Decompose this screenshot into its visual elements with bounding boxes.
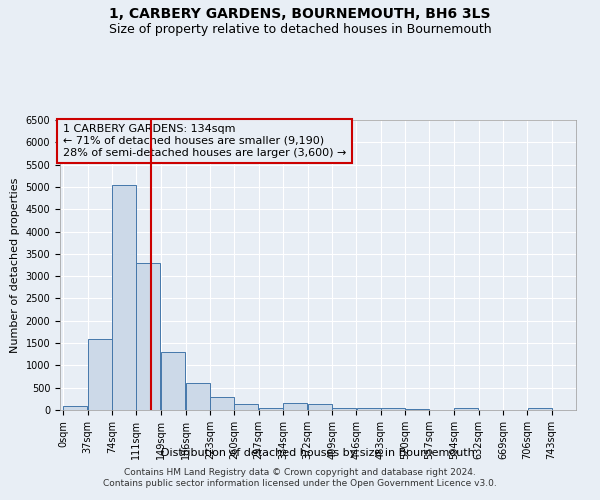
Bar [332, 408, 356, 410]
Bar [235, 404, 259, 410]
Text: Contains HM Land Registry data © Crown copyright and database right 2024.
Contai: Contains HM Land Registry data © Crown c… [103, 468, 497, 487]
Bar [136, 263, 160, 410]
Bar [356, 408, 380, 410]
Bar [454, 408, 478, 410]
Bar [308, 404, 332, 410]
Bar [210, 396, 234, 410]
Text: Size of property relative to detached houses in Bournemouth: Size of property relative to detached ho… [109, 22, 491, 36]
Bar [88, 338, 112, 410]
Text: 1 CARBERY GARDENS: 134sqm
← 71% of detached houses are smaller (9,190)
28% of se: 1 CARBERY GARDENS: 134sqm ← 71% of detac… [62, 124, 346, 158]
Bar [259, 408, 283, 410]
Bar [527, 408, 551, 410]
Text: 1, CARBERY GARDENS, BOURNEMOUTH, BH6 3LS: 1, CARBERY GARDENS, BOURNEMOUTH, BH6 3LS [109, 8, 491, 22]
Bar [64, 406, 88, 410]
Bar [161, 352, 185, 410]
Bar [112, 184, 136, 410]
Bar [381, 408, 405, 410]
Bar [405, 408, 429, 410]
Bar [283, 404, 307, 410]
Y-axis label: Number of detached properties: Number of detached properties [10, 178, 20, 352]
Text: Distribution of detached houses by size in Bournemouth: Distribution of detached houses by size … [161, 448, 475, 458]
Bar [186, 383, 210, 410]
